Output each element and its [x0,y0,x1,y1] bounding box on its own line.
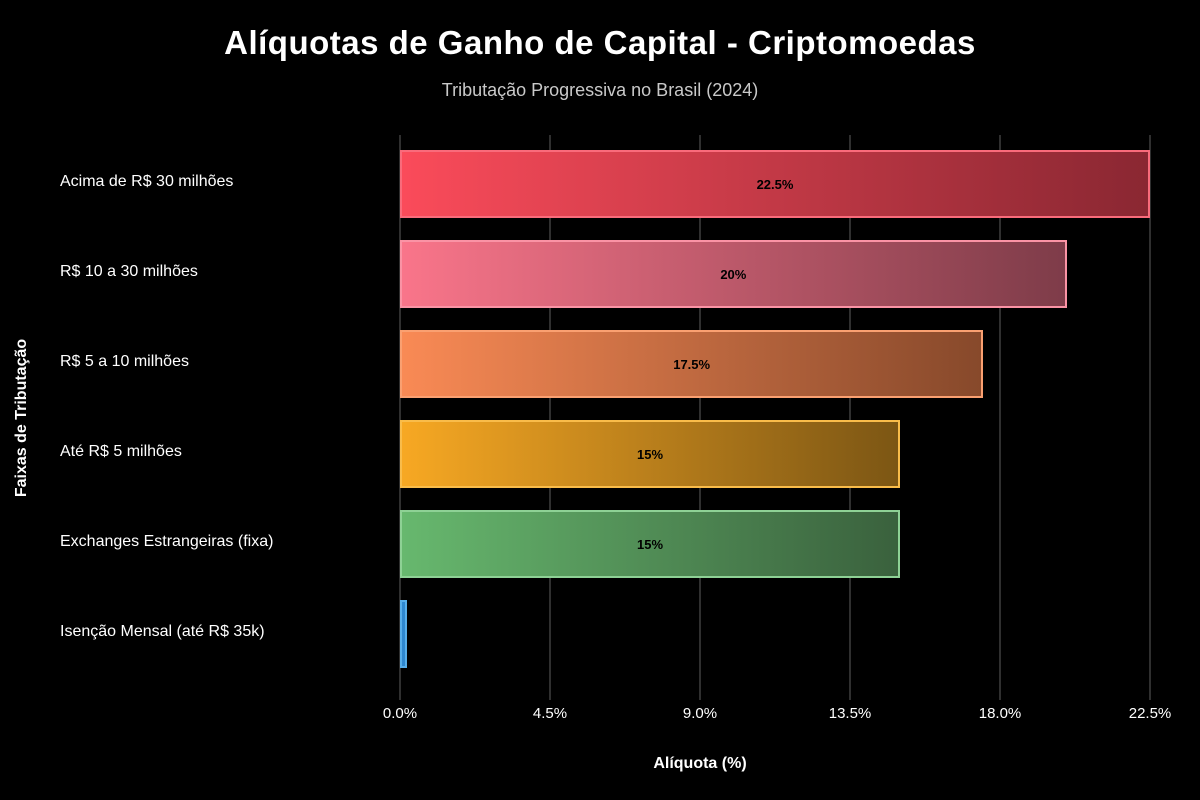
gridline [999,135,1001,700]
chart-bar-0: 22.5% [400,150,1150,218]
bar-value-label: 17.5% [673,356,711,372]
x-tick-label-0: 0.0% [382,705,418,722]
bar-value-label: 20% [720,266,747,282]
gridline [1149,135,1151,700]
category-label-0: Acima de R$ 30 milhões [60,173,234,190]
chart-bar-2: 17.5% [400,330,984,398]
category-label-5: Isenção Mensal (até R$ 35k) [60,623,265,640]
chart-bar-4: 15% [400,510,900,578]
gridline [699,135,701,700]
chart-subtitle: Tributação Progressiva no Brasil (2024) [441,80,759,100]
x-tick-label-1: 4.5% [532,705,568,722]
x-tick-label-4: 18.0% [978,705,1022,722]
gridline [399,135,401,700]
bar-value-label: 15% [636,536,664,552]
x-axis-label: Alíquota (%) [653,755,747,772]
category-label-4: Exchanges Estrangeiras (fixa) [60,533,274,550]
y-axis-label: Faixas de Tributação [13,338,30,498]
chart-bar-1: 20% [400,240,1067,308]
chart-bar-3: 15% [400,420,900,488]
category-label-2: R$ 5 a 10 milhões [60,353,189,370]
x-tick-label-2: 9.0% [682,705,718,722]
x-tick-label-3: 13.5% [828,705,872,722]
x-tick-label-5: 22.5% [1128,705,1172,722]
chart-bar-5 [400,600,407,668]
category-label-1: R$ 10 a 30 milhões [60,263,198,280]
bar-value-label: 22.5% [756,176,794,192]
bar-value-label: 15% [636,446,664,462]
gridline [849,135,851,700]
gridline [549,135,551,700]
chart-title: Alíquotas de Ganho de Capital - Criptomo… [224,24,976,61]
plot-area: 22.5% 20% 17.5% 15% 15% [399,135,1160,700]
category-label-3: Até R$ 5 milhões [60,443,182,460]
